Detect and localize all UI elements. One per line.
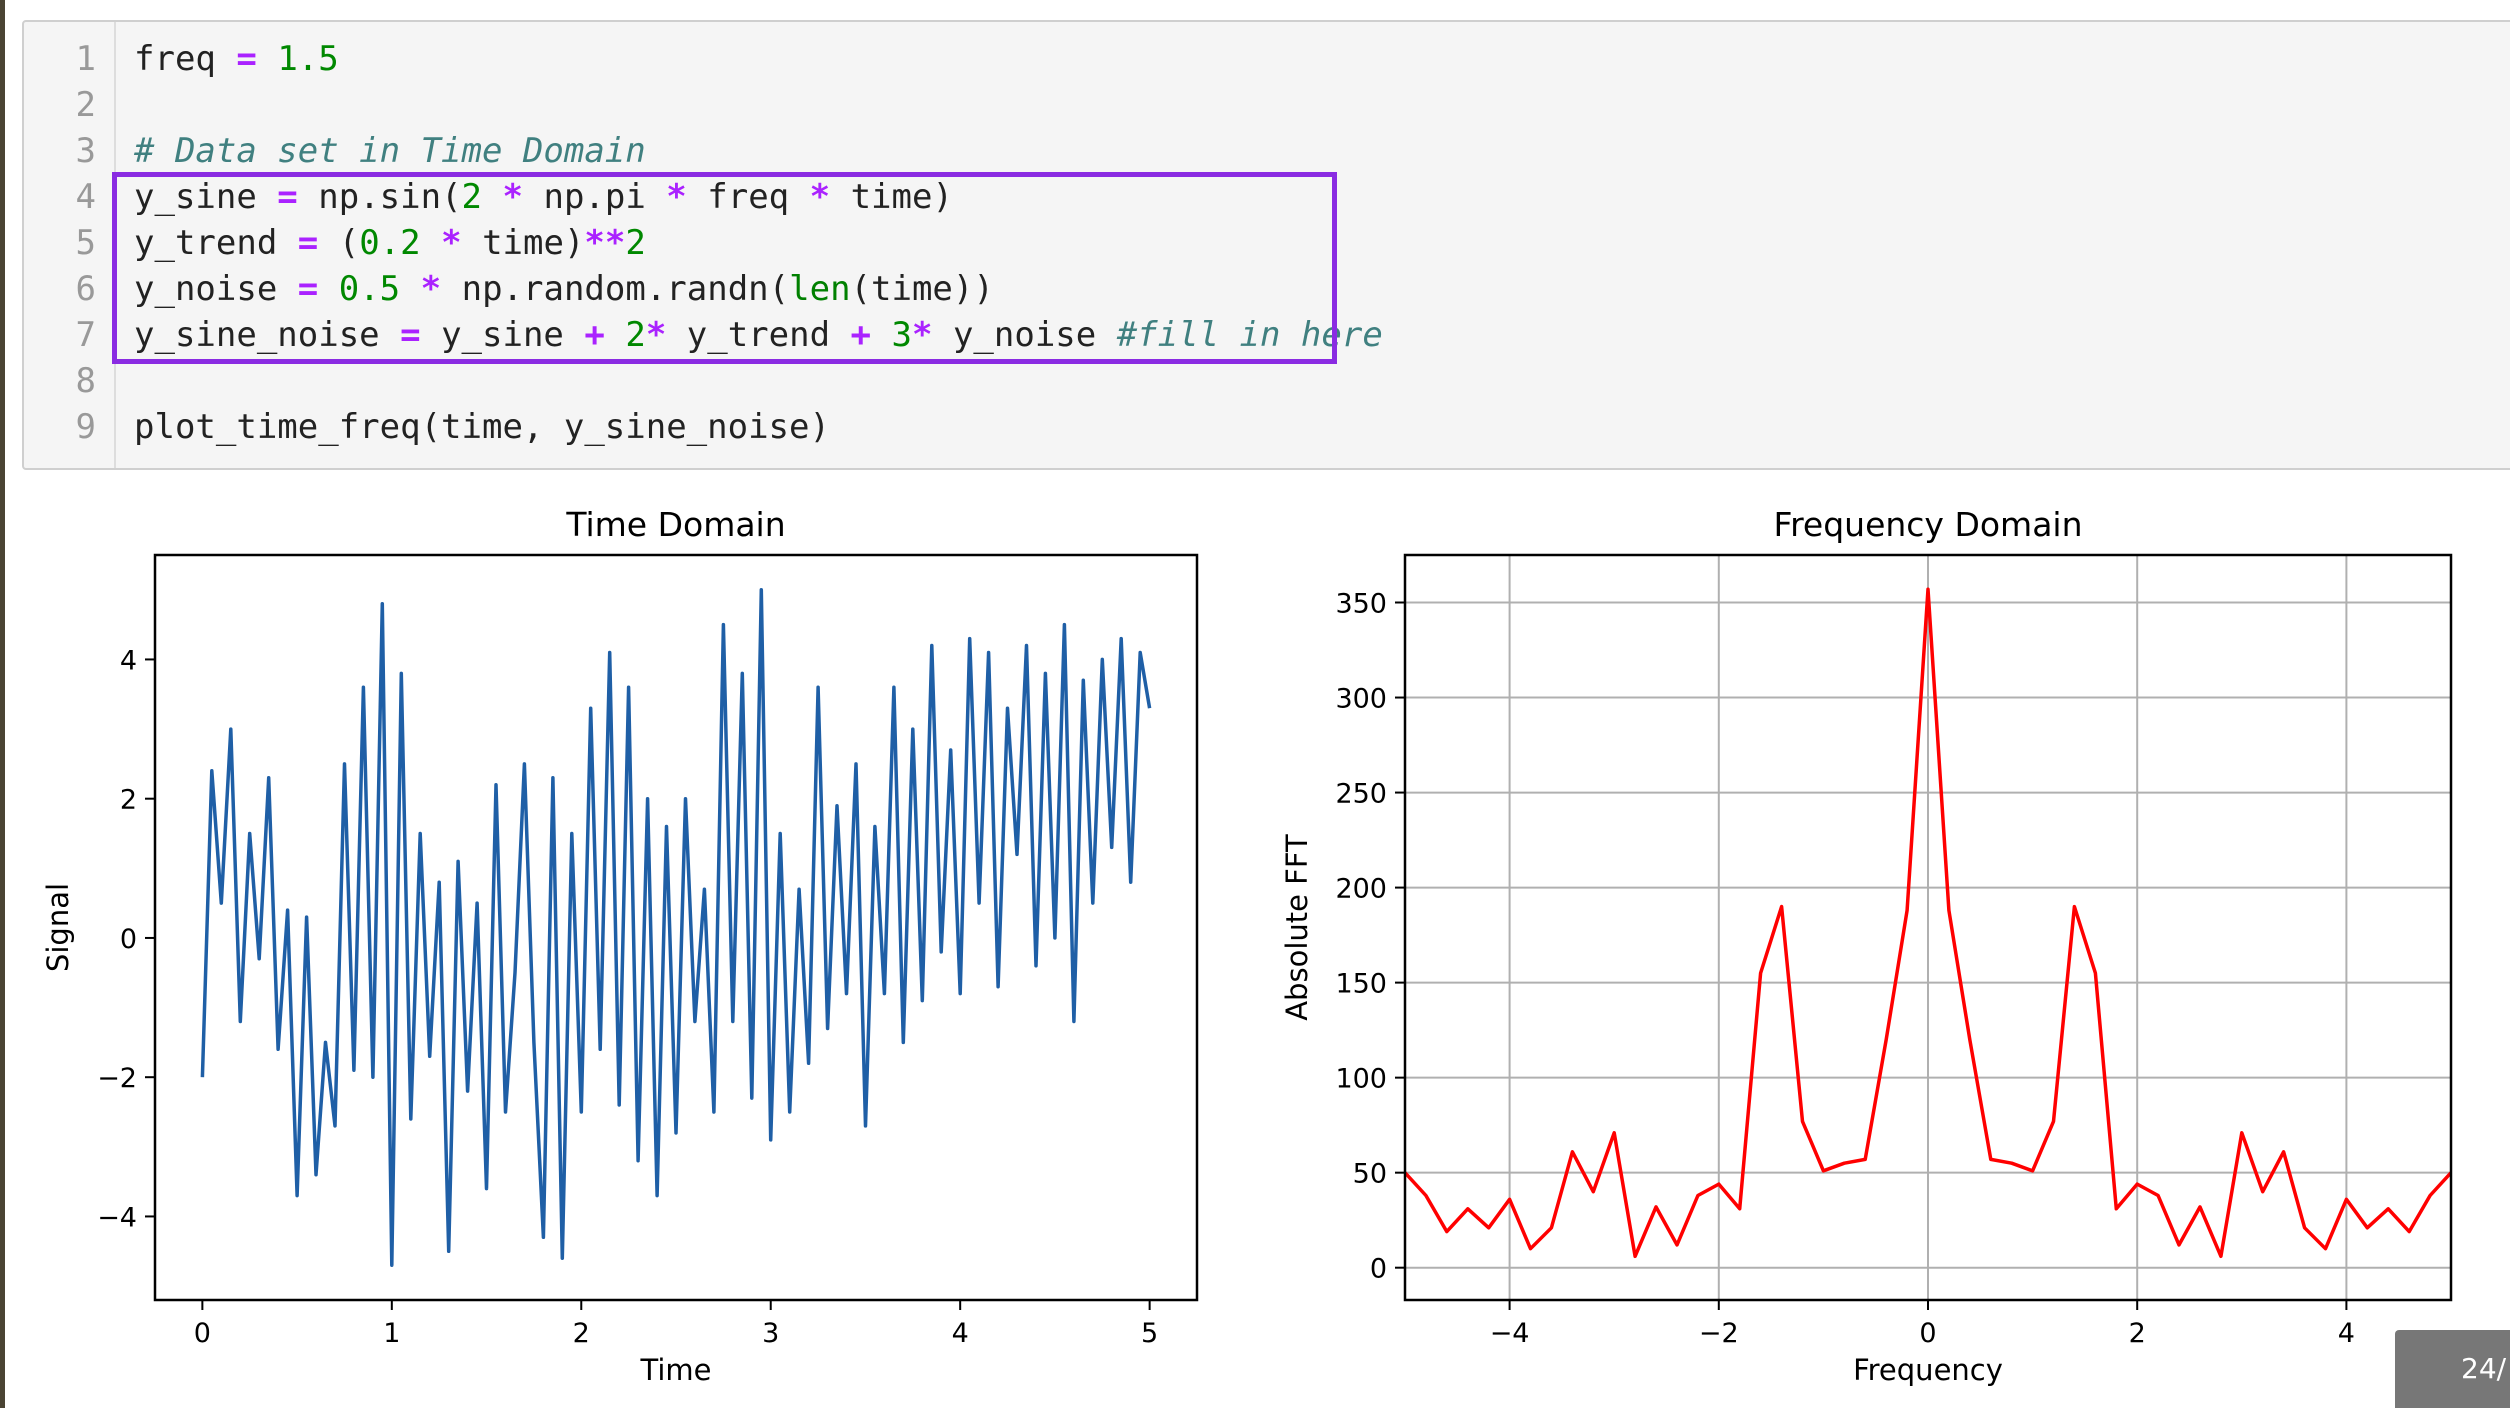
x-tick-label: 5: [1141, 1318, 1158, 1349]
code-line[interactable]: y_trend = (0.2 * time)**2: [134, 223, 646, 263]
line-number: 1: [75, 39, 96, 79]
line-number: 2: [75, 85, 96, 125]
x-tick-label: 1: [383, 1318, 400, 1349]
line-number: 5: [75, 223, 96, 263]
y-tick-label: 4: [120, 645, 137, 676]
page-indicator: 24/: [2395, 1330, 2510, 1408]
y-tick-label: 200: [1335, 874, 1387, 905]
y-axis-label: Absolute FFT: [1280, 834, 1314, 1021]
y-tick-label: 0: [120, 924, 137, 955]
line-number: 6: [75, 269, 96, 309]
line-number: 9: [75, 407, 96, 447]
x-tick-label: −2: [1699, 1318, 1739, 1349]
line-number: 7: [75, 315, 96, 355]
x-tick-label: 2: [2129, 1318, 2146, 1349]
code-line[interactable]: # Data set in Time Domain: [134, 131, 646, 171]
y-tick-label: 150: [1335, 969, 1387, 1000]
x-tick-label: 0: [1919, 1318, 1936, 1349]
x-tick-label: 4: [2338, 1318, 2355, 1349]
line-number: 3: [75, 131, 96, 171]
x-axis-label: Frequency: [1853, 1353, 2003, 1387]
y-tick-label: −2: [97, 1063, 137, 1094]
y-tick-label: 100: [1335, 1064, 1387, 1095]
code-line[interactable]: plot_time_freq(time, y_sine_noise): [134, 407, 830, 447]
y-tick-label: 0: [1370, 1254, 1387, 1285]
chart-title: Time Domain: [565, 505, 785, 544]
line-number: 8: [75, 361, 96, 401]
code-line[interactable]: y_noise = 0.5 * np.random.randn(len(time…: [134, 269, 994, 309]
left-rail: [0, 0, 5, 1408]
highlight-box: [112, 172, 1337, 364]
x-axis-label: Time: [640, 1353, 712, 1387]
chart-title: Frequency Domain: [1773, 505, 2082, 544]
plot-frame: [153, 553, 1199, 1302]
code-cell[interactable]: 1 2 3 4 5 6 7 8 9 freq = 1.5 # Data set …: [22, 20, 2510, 470]
x-tick-label: 4: [952, 1318, 969, 1349]
x-tick-label: −4: [1490, 1318, 1530, 1349]
y-tick-label: 50: [1353, 1159, 1387, 1190]
code-line[interactable]: y_sine = np.sin(2 * np.pi * freq * time): [134, 177, 953, 217]
line-number: 4: [75, 177, 96, 217]
y-axis-label: Signal: [41, 883, 75, 972]
y-tick-label: 2: [120, 785, 137, 816]
code-line[interactable]: freq = 1.5: [134, 39, 339, 79]
y-tick-label: 300: [1335, 684, 1387, 715]
signal-series-line: [200, 588, 1152, 1267]
x-tick-label: 2: [573, 1318, 590, 1349]
x-tick-label: 3: [762, 1318, 779, 1349]
code-line[interactable]: y_sine_noise = y_sine + 2* y_trend + 3* …: [134, 315, 1383, 355]
y-tick-label: 350: [1335, 589, 1387, 620]
y-tick-label: −4: [97, 1202, 137, 1233]
x-tick-label: 0: [194, 1318, 211, 1349]
y-tick-label: 250: [1335, 779, 1387, 810]
